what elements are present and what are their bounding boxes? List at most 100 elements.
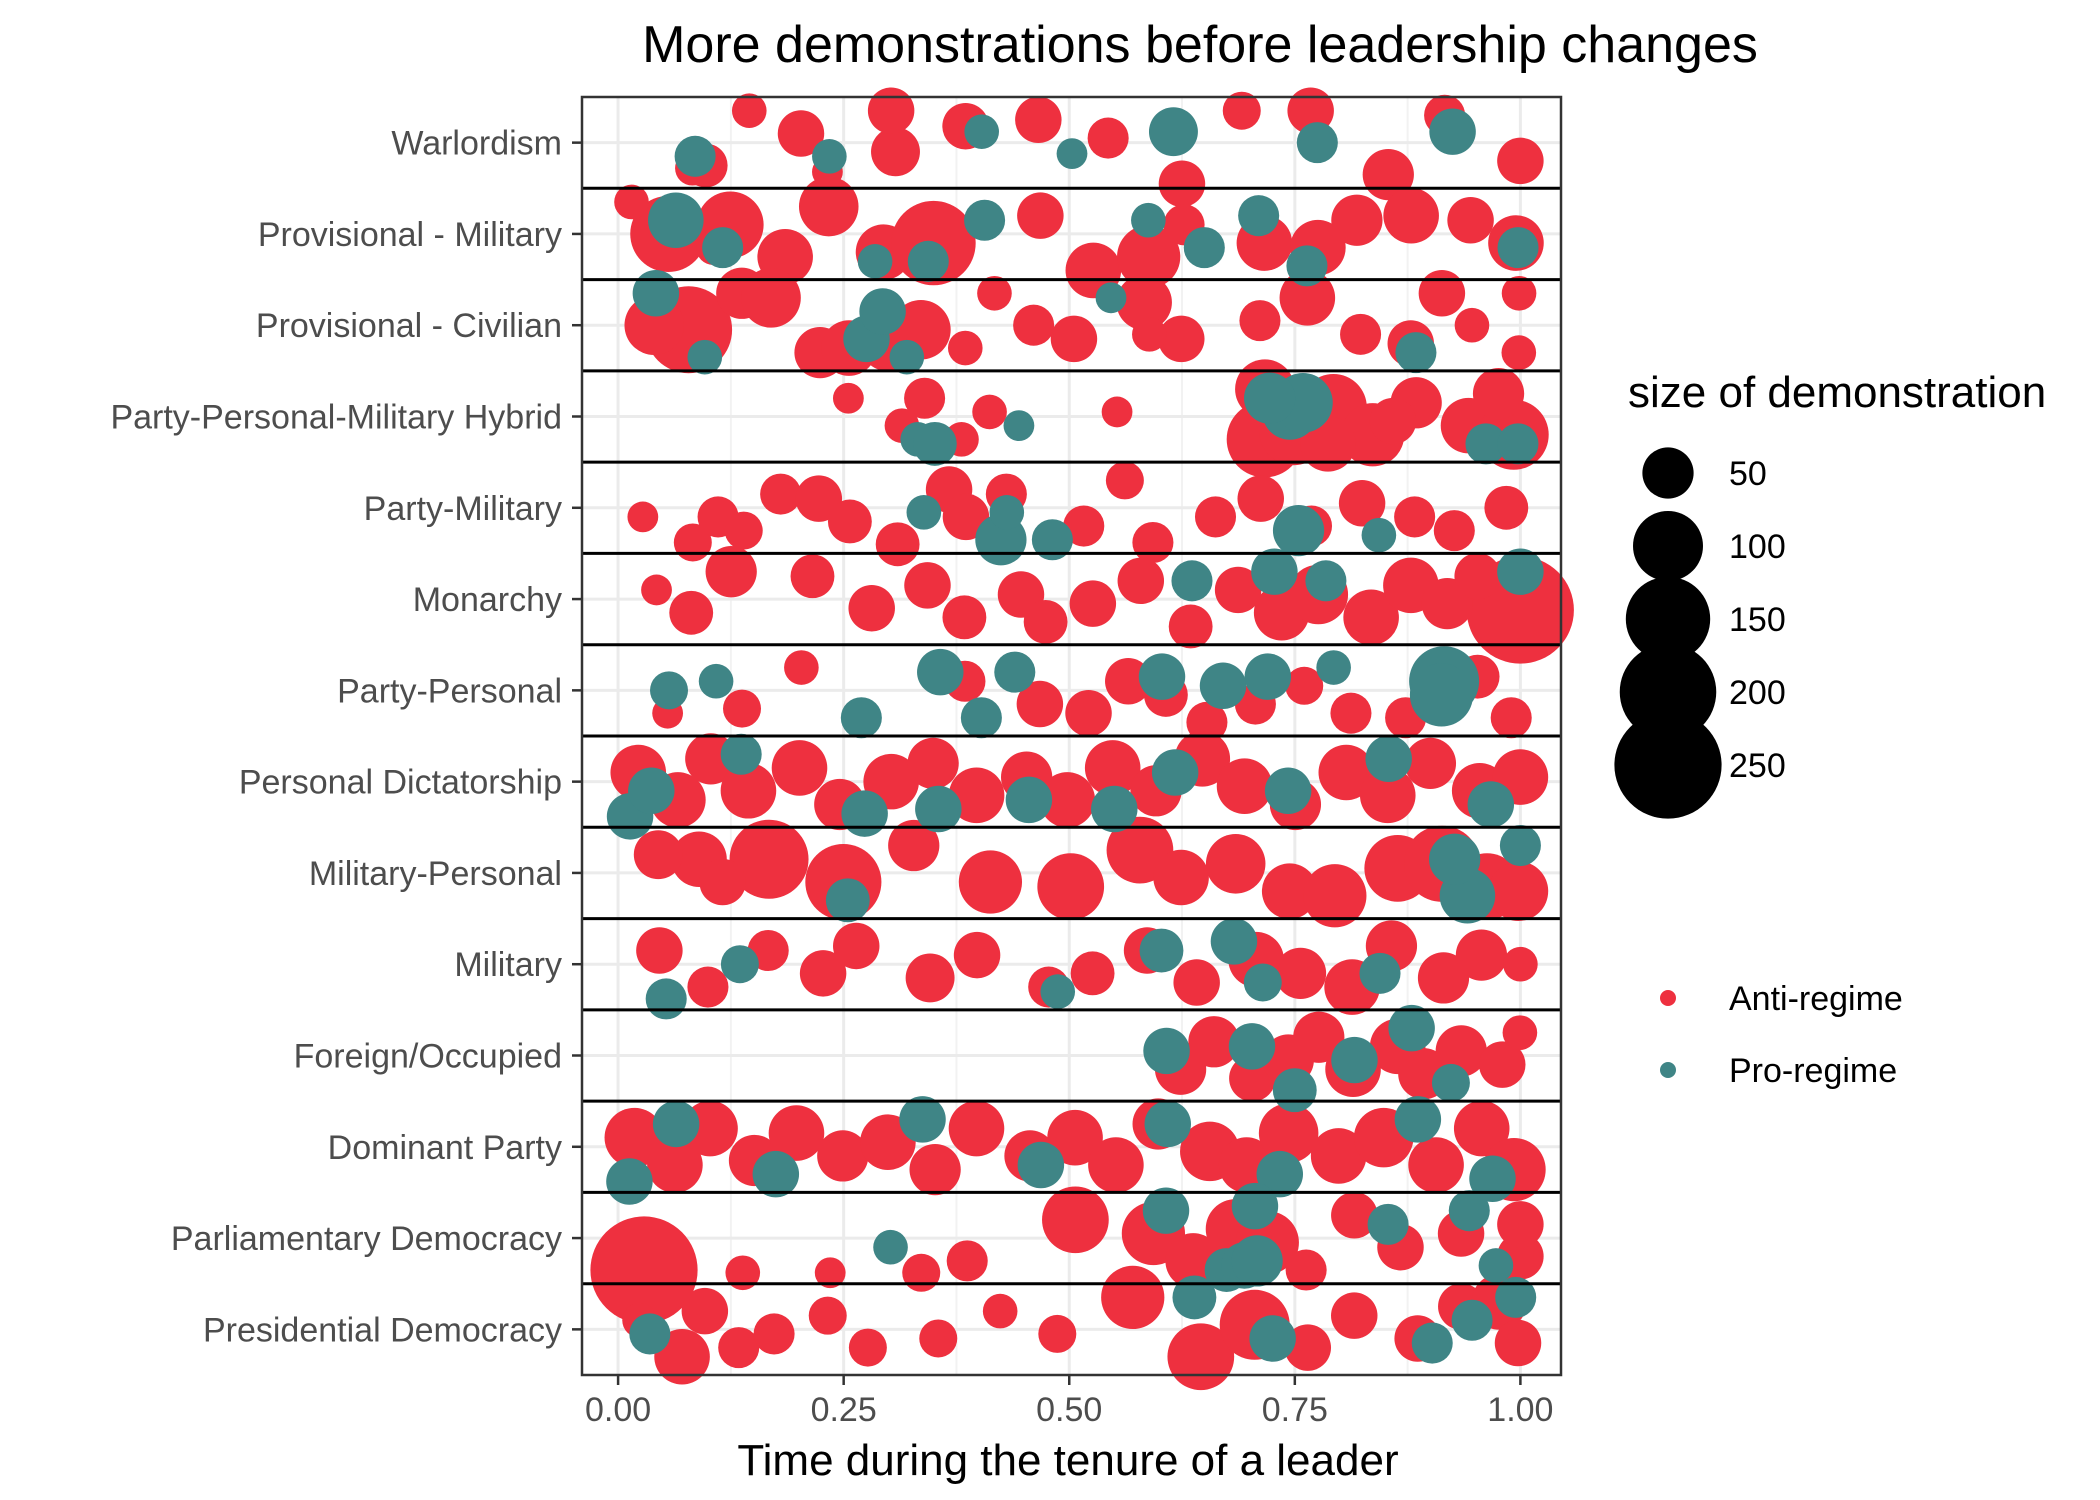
data-point bbox=[1383, 187, 1439, 244]
data-point bbox=[1501, 275, 1537, 311]
data-point bbox=[888, 819, 940, 872]
data-point bbox=[645, 978, 687, 1020]
data-point bbox=[871, 127, 920, 177]
data-point bbox=[1409, 663, 1474, 727]
data-point bbox=[899, 1096, 946, 1143]
data-point bbox=[1131, 202, 1166, 238]
data-point bbox=[724, 511, 763, 550]
data-point bbox=[1305, 560, 1347, 602]
data-point bbox=[1017, 1141, 1065, 1189]
size-legend-key bbox=[1619, 643, 1717, 741]
data-point bbox=[1148, 107, 1198, 157]
data-point bbox=[1331, 1292, 1378, 1339]
data-point bbox=[1310, 1128, 1367, 1184]
data-point bbox=[1447, 196, 1494, 244]
data-point bbox=[698, 663, 734, 699]
data-point bbox=[917, 648, 964, 696]
data-point bbox=[859, 288, 906, 335]
data-point bbox=[904, 562, 951, 609]
data-point bbox=[1132, 317, 1167, 352]
data-point bbox=[1173, 959, 1220, 1006]
data-point bbox=[702, 227, 744, 269]
data-point bbox=[1231, 1182, 1279, 1230]
data-point bbox=[1210, 918, 1258, 965]
data-point bbox=[1501, 335, 1537, 370]
data-point bbox=[1296, 122, 1338, 164]
data-point bbox=[889, 339, 925, 375]
data-point bbox=[699, 858, 746, 906]
data-point bbox=[720, 733, 762, 775]
size-legend-label: 150 bbox=[1729, 601, 1786, 639]
data-point bbox=[1453, 1100, 1510, 1157]
data-point bbox=[1238, 195, 1280, 237]
data-point bbox=[1261, 863, 1318, 919]
data-point bbox=[1015, 96, 1062, 144]
x-tick-label: 0.75 bbox=[1262, 1391, 1328, 1429]
data-point bbox=[1243, 963, 1282, 1002]
data-point bbox=[1017, 192, 1064, 239]
x-tick-label: 0.25 bbox=[811, 1391, 877, 1429]
data-point bbox=[964, 114, 999, 149]
color-legend-label: Pro-regime bbox=[1729, 1052, 1897, 1090]
data-point bbox=[1497, 1201, 1544, 1248]
data-point bbox=[687, 339, 723, 375]
data-point bbox=[752, 1150, 800, 1198]
data-point bbox=[729, 819, 809, 899]
size-legend-key bbox=[1614, 711, 1722, 819]
data-point bbox=[768, 1105, 825, 1161]
data-point bbox=[873, 1229, 908, 1265]
data-point bbox=[1497, 227, 1539, 269]
data-point bbox=[1394, 1096, 1442, 1143]
data-point bbox=[1395, 332, 1437, 374]
size-legend-title: size of demonstration bbox=[1628, 368, 2046, 417]
y-tick-label: Party-Personal bbox=[337, 672, 562, 710]
data-point bbox=[669, 590, 714, 635]
data-point bbox=[641, 574, 672, 606]
data-point bbox=[1495, 1276, 1537, 1318]
data-point bbox=[1404, 737, 1457, 790]
data-point bbox=[1472, 368, 1525, 420]
data-point bbox=[1503, 946, 1538, 982]
data-point bbox=[1199, 662, 1247, 710]
data-point bbox=[1138, 653, 1186, 700]
data-point bbox=[720, 945, 759, 984]
data-point bbox=[1318, 744, 1375, 801]
data-point bbox=[947, 330, 983, 366]
data-point bbox=[741, 268, 801, 328]
data-point bbox=[1031, 519, 1073, 561]
data-point bbox=[798, 176, 859, 237]
data-point bbox=[1497, 548, 1544, 595]
data-point bbox=[674, 135, 716, 177]
data-point bbox=[1417, 952, 1470, 1004]
data-point bbox=[948, 1100, 1005, 1157]
data-point bbox=[1013, 304, 1055, 346]
data-point bbox=[1158, 315, 1205, 363]
data-point bbox=[632, 270, 680, 317]
data-point bbox=[977, 275, 1012, 311]
data-point bbox=[905, 953, 955, 1003]
data-point bbox=[1448, 1190, 1490, 1232]
data-point bbox=[1264, 767, 1312, 815]
data-point bbox=[982, 1293, 1018, 1329]
size-legend-key bbox=[1642, 447, 1694, 499]
data-point bbox=[1158, 160, 1206, 207]
size-legend-label: 200 bbox=[1729, 674, 1786, 712]
data-point bbox=[1293, 1011, 1345, 1063]
data-point bbox=[1101, 396, 1133, 428]
data-point bbox=[636, 927, 683, 974]
data-point bbox=[647, 1137, 703, 1193]
data-point bbox=[958, 850, 1023, 914]
data-point bbox=[1214, 566, 1262, 614]
data-point bbox=[915, 785, 962, 833]
data-point bbox=[1338, 479, 1386, 527]
data-point bbox=[1361, 517, 1397, 553]
data-point bbox=[1101, 1265, 1165, 1330]
data-point bbox=[1087, 117, 1129, 159]
y-tick-label: Military bbox=[454, 946, 562, 984]
data-point bbox=[1244, 372, 1296, 424]
data-point bbox=[840, 697, 882, 739]
data-point bbox=[1331, 1192, 1378, 1239]
data-point bbox=[1047, 1109, 1103, 1166]
plot-border bbox=[580, 95, 1563, 1377]
data-point bbox=[1359, 767, 1416, 824]
